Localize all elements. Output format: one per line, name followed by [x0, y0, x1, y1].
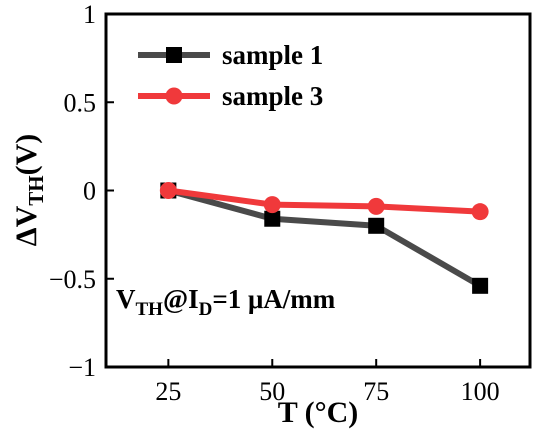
legend-marker-sample-1	[166, 47, 182, 63]
y-axis-title: ΔVTH(V)	[10, 134, 48, 246]
series-line-sample-3	[167, 187, 481, 215]
data-point-sample-1	[368, 217, 385, 234]
legend-label-sample-3: sample 3	[222, 81, 323, 111]
data-point-sample-3	[263, 196, 281, 214]
tick-labels: 25 50 75 100 −1 −0.5 0 0.5 1	[49, 0, 500, 406]
x-axis-title: T (°C)	[278, 396, 359, 429]
data-point-sample-1	[472, 277, 489, 294]
series-line-sample-1	[167, 187, 482, 289]
y-tick-label: 0	[83, 177, 96, 206]
y-tick-label: 0.5	[64, 88, 97, 117]
data-point-sample-1	[264, 210, 281, 227]
x-tick-label: 50	[259, 377, 285, 406]
x-tick-label: 100	[461, 377, 500, 406]
series-layer	[159, 182, 489, 294]
data-point-sample-3	[367, 197, 385, 215]
data-point-sample-3	[159, 182, 177, 199]
legend-label-sample-1: sample 1	[222, 40, 323, 70]
y-tick-label: 1	[83, 0, 96, 29]
legend: sample 1 sample 3	[138, 40, 323, 111]
y-tick-label: −1	[68, 353, 96, 382]
measurement-condition-annotation: VTH@ID=1 μA/mm	[116, 284, 336, 320]
data-point-sample-3	[471, 203, 489, 221]
axis-ticks	[106, 13, 482, 368]
legend-marker-sample-3	[165, 87, 183, 105]
x-tick-label: 75	[363, 377, 389, 406]
x-tick-label: 25	[155, 377, 181, 406]
y-tick-label: −0.5	[49, 265, 96, 294]
